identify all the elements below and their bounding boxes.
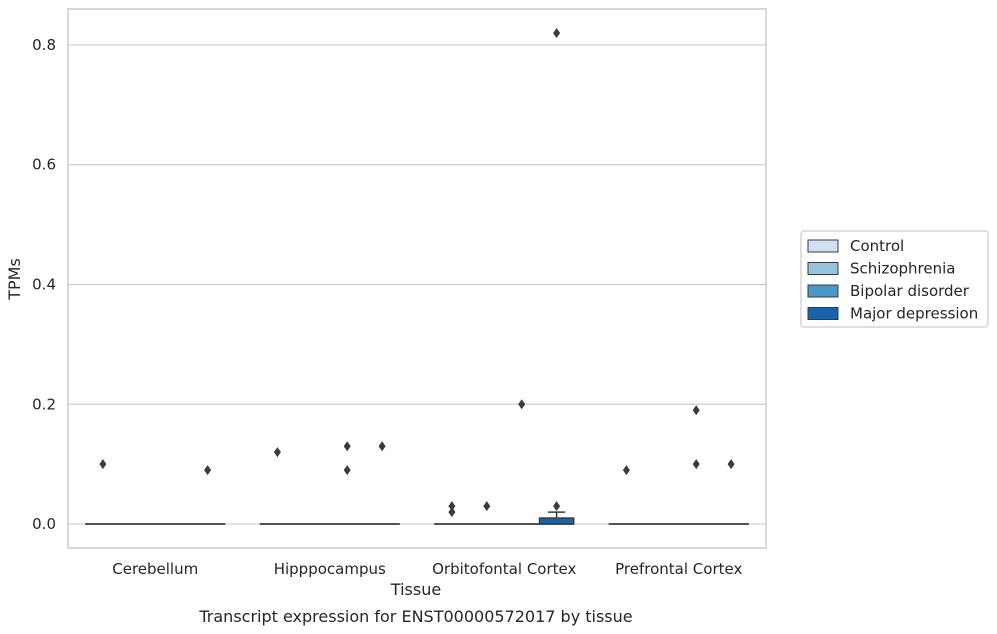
outlier-point <box>553 27 561 38</box>
x-axis-ticks: Cerebellum Hipppocampus Orbitofontal Corte… <box>112 560 742 578</box>
legend-swatch <box>807 307 839 320</box>
y-axis-ticks: 0.0 0.2 0.4 0.6 0.8 <box>32 36 56 533</box>
y-tick-label: 0.6 <box>32 156 56 174</box>
legend-label: Schizophrenia <box>850 260 955 278</box>
legend-item: Major depression <box>807 305 978 323</box>
y-tick-label: 0.4 <box>32 275 56 293</box>
y-tick-label: 0.8 <box>32 36 56 54</box>
outlier-point <box>448 501 456 512</box>
legend-label: Major depression <box>850 305 978 323</box>
outlier-point <box>692 405 700 416</box>
x-tick-label: Orbitofontal Cortex <box>432 560 576 578</box>
outlier-point <box>622 465 630 476</box>
outlier-point <box>99 459 107 470</box>
outlier-point <box>448 507 456 518</box>
plot-area-boxes <box>85 511 749 525</box>
legend: Control Schizophrenia Bipolar disorder Majo… <box>800 230 989 328</box>
legend-item: Bipolar disorder <box>807 282 970 300</box>
outlier-point <box>273 447 281 458</box>
y-tick-label: 0.0 <box>32 515 56 533</box>
outlier-point <box>204 465 212 476</box>
box-major-depression <box>538 511 575 525</box>
legend-item: Control <box>807 237 904 255</box>
outlier-point <box>692 459 700 470</box>
grid-lines <box>68 44 766 525</box>
y-axis-title: TPMs <box>5 258 24 301</box>
legend-swatch <box>807 284 839 298</box>
outlier-point <box>553 501 561 512</box>
legend-swatch <box>807 239 839 253</box>
outlier-point <box>727 459 735 470</box>
chart-caption: Transcript expression for ENST0000057201… <box>198 607 632 626</box>
x-tick-label: Prefrontal Cortex <box>615 560 742 578</box>
plot-frame <box>67 8 767 549</box>
legend-swatch <box>807 262 839 275</box>
outlier-points <box>99 27 735 518</box>
outlier-point <box>483 501 491 512</box>
x-tick-label: Cerebellum <box>112 560 198 578</box>
legend-label: Bipolar disorder <box>850 282 970 300</box>
legend-label: Control <box>850 237 904 255</box>
legend-frame <box>800 230 989 328</box>
outlier-point <box>518 399 526 410</box>
legend-item: Schizophrenia <box>807 260 955 278</box>
x-tick-label: Hipppocampus <box>274 560 386 578</box>
box-iqr <box>538 517 575 525</box>
y-tick-label: 0.2 <box>32 395 56 413</box>
outlier-point <box>378 441 386 452</box>
x-axis-title: Tissue <box>390 580 441 599</box>
outlier-point <box>343 465 351 476</box>
outlier-point <box>343 441 351 452</box>
